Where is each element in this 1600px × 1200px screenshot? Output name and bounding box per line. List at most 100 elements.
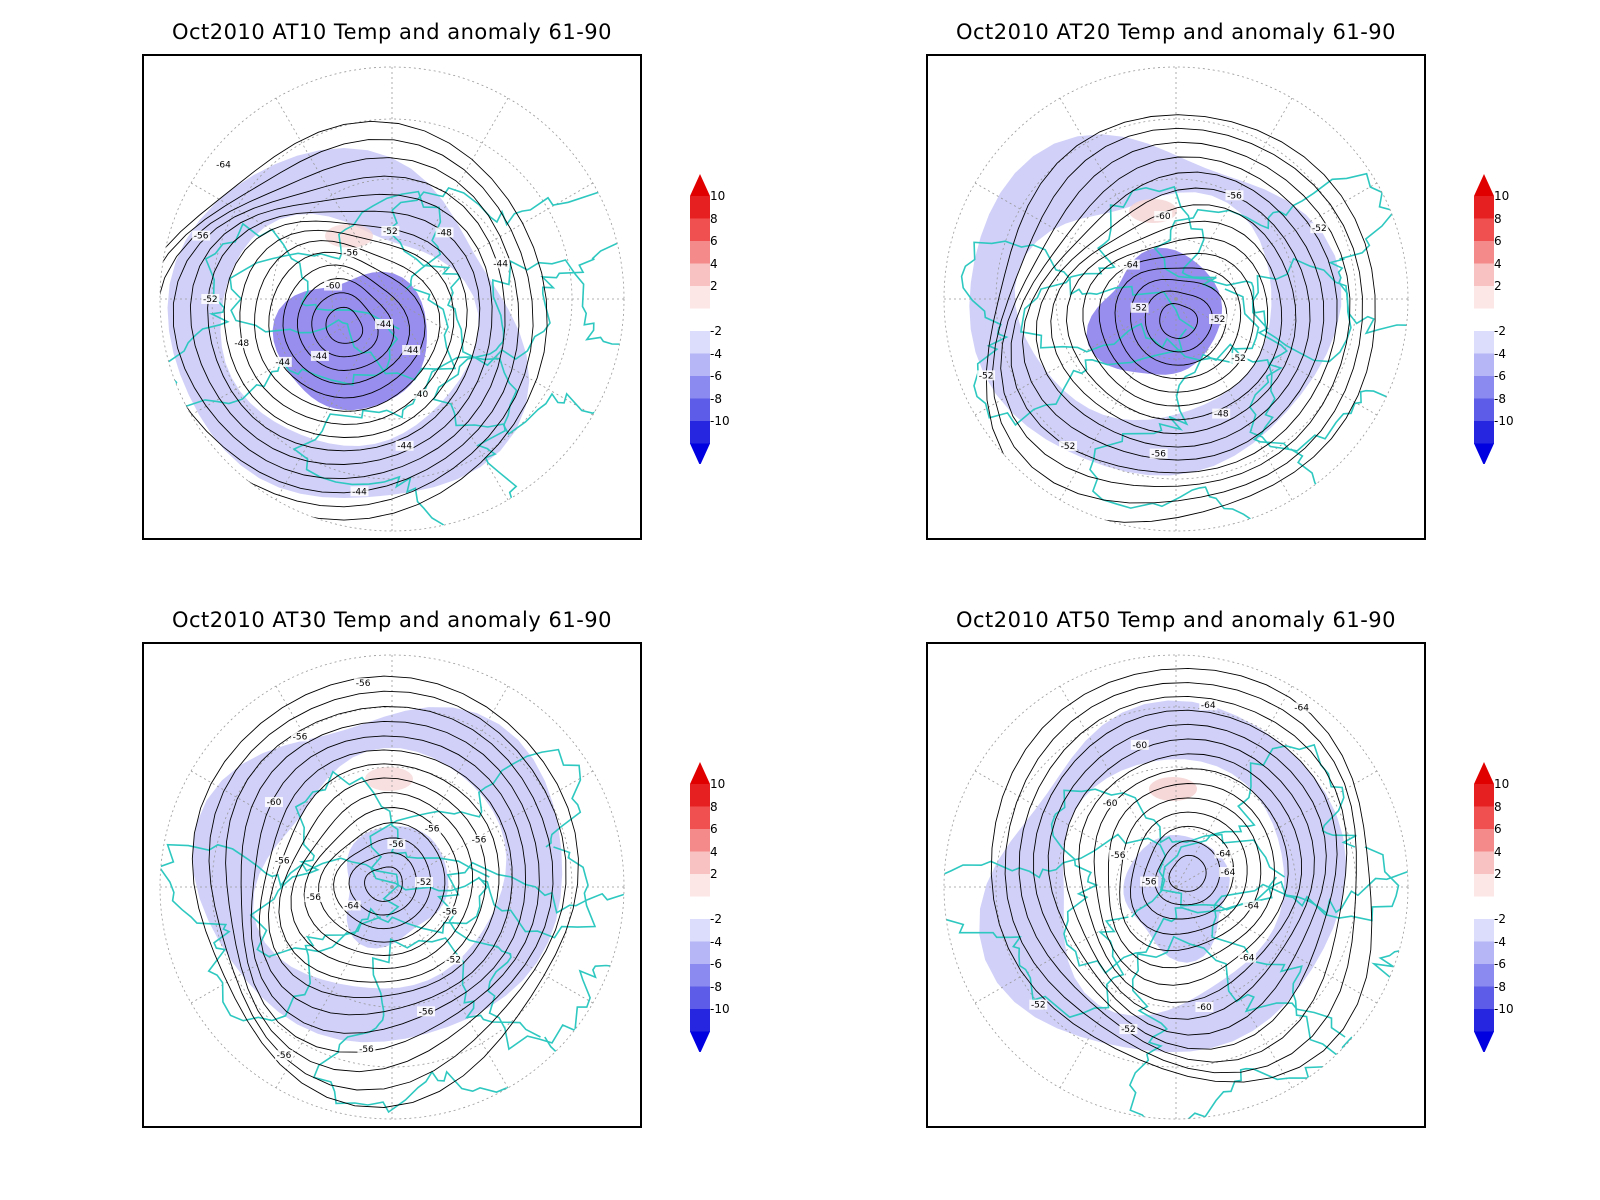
coastline [249, 770, 490, 958]
colorbar-tick-label: -2 [710, 324, 722, 338]
isotherm-contour [1168, 854, 1207, 892]
colorbar-tick-label: 10 [1494, 777, 1510, 791]
isotherm-contour [325, 306, 364, 344]
colorbar: 10 8 6 4 2 -2 -4 -6 -8 -10 [1474, 174, 1534, 464]
colorbar-segment [1474, 919, 1494, 942]
contour-label-bg [1292, 702, 1311, 713]
isotherm-contour [1119, 797, 1262, 952]
isotherm-contour [1107, 783, 1275, 969]
colorbar-tick-label: 2 [710, 279, 718, 293]
coastline [960, 240, 1196, 427]
colorbar-segment [1474, 896, 1494, 920]
isotherm-contour [1066, 220, 1283, 421]
isotherm-contour [1098, 252, 1255, 393]
isotherm-contour [1093, 768, 1289, 986]
contour-label: -64 [1201, 701, 1216, 711]
contour-label: -44 [352, 487, 367, 497]
isotherm-contour [1082, 237, 1269, 407]
contour-label-bg [444, 954, 463, 965]
colorbar: 10 8 6 4 2 -2 -4 -6 -8 -10 [690, 174, 750, 464]
contour-label: -56 [277, 1051, 292, 1061]
contour-label: -56 [306, 893, 321, 903]
isotherm-contour [1154, 840, 1221, 906]
contour-label-bg [1101, 798, 1120, 809]
colorbar-tick-label: 10 [710, 189, 726, 203]
map-canvas: -44 -44 -40 -44 -44 -44 -44 -44 -48 -52 -56 -64 -60 -… [159, 66, 625, 532]
contour-label-bg [304, 891, 323, 902]
colorbar-tick-label: 6 [1494, 234, 1502, 248]
contour-label-bg [375, 319, 393, 329]
contour-label: -64 [344, 902, 359, 912]
contour-label: -44 [282, 512, 297, 522]
contour-label: -56 [472, 836, 487, 846]
colorbar-segment [690, 1009, 710, 1032]
colorbar-segment [1474, 964, 1494, 987]
contour-label: -48 [437, 228, 452, 238]
contour-label: -56 [343, 248, 358, 258]
isotherm-contour [268, 251, 426, 399]
coastline [160, 222, 400, 410]
map-panel-at10: Oct2010 AT10 Temp and anomaly 61-90 -44 -… [142, 14, 742, 574]
colorbar-tick-label: -4 [1494, 346, 1506, 361]
meridian-line [391, 178, 601, 300]
contour-label: -56 [1142, 878, 1157, 888]
cold-anomaly-core [1123, 835, 1230, 963]
map-boundary-circle [943, 654, 1409, 1120]
contour-label: -52 [979, 371, 994, 381]
meridian-line [391, 766, 601, 888]
colorbar-tick-label: 6 [1494, 822, 1502, 836]
coastline [229, 190, 457, 381]
contour-label: -64 [1294, 703, 1309, 713]
isotherm-contour [333, 837, 432, 930]
panel-title: Oct2010 AT10 Temp and anomaly 61-90 [171, 20, 613, 44]
colorbar: 10 8 6 4 2 -2 -4 -6 -8 -10 [1474, 762, 1534, 1052]
isotherm-contour [208, 690, 567, 1091]
isotherm-contour [250, 735, 527, 1034]
colorbar-segment [690, 919, 710, 942]
colorbar-tick-label: -6 [1494, 957, 1506, 971]
polar-map: -44 -44 -40 -44 -44 -44 -44 -44 -48 -52 -56 -64 -60 -… [142, 54, 642, 540]
contour-label-bg [342, 900, 361, 911]
contour-label: -52 [203, 295, 218, 305]
map-panel-at30: Oct2010 AT30 Temp and anomaly 61-90 -52-… [142, 602, 742, 1162]
isotherm-contour [318, 822, 446, 943]
cold-anomaly-band [979, 700, 1346, 1053]
colorbar-segment [1474, 941, 1494, 965]
meridian-line [271, 90, 393, 300]
colorbar-tick-label: 2 [1494, 867, 1502, 881]
contour-label-bg [1130, 302, 1149, 313]
meridian-line [391, 90, 513, 300]
contour-label-bg [291, 731, 309, 742]
colorbar-tick-label: -8 [710, 979, 722, 994]
contour-label: -64 [216, 160, 231, 170]
map-boundary-circle [943, 66, 1409, 532]
colorbar-top-arrow [1474, 762, 1494, 784]
cold-anomaly-band [192, 707, 563, 1043]
contour-label: -64 [1244, 901, 1259, 911]
colorbar-tick-label: -4 [1494, 934, 1506, 949]
colorbar-segment [690, 308, 710, 332]
meridian-line [271, 298, 393, 508]
isotherm-contour [1050, 204, 1297, 435]
contour-label-bg [417, 1006, 436, 1017]
contour-label: -52 [1031, 1001, 1046, 1011]
coastline [432, 259, 624, 436]
isotherm-contour [303, 807, 460, 956]
colorbar-segment [1474, 331, 1494, 354]
isotherm-contour [160, 157, 520, 494]
isotherm-contour [1141, 825, 1235, 920]
isotherm-contour [1130, 278, 1228, 366]
isotherm-contour [160, 120, 548, 521]
colorbar-tick-label: -10 [1494, 414, 1514, 428]
contour-label-bg [1058, 440, 1077, 451]
isotherm-contour [172, 175, 506, 480]
contour-label-bg [1149, 448, 1168, 459]
meridian-line [1175, 298, 1297, 508]
isotherm-contour [1078, 753, 1302, 1003]
isotherm-contour [1018, 695, 1348, 1063]
contour-label: -64 [1221, 868, 1236, 878]
contour-label-bg [357, 1044, 376, 1055]
contour-label-bg [273, 855, 292, 866]
contour-label-bg [1238, 952, 1257, 963]
isotherm-contour [240, 720, 540, 1053]
